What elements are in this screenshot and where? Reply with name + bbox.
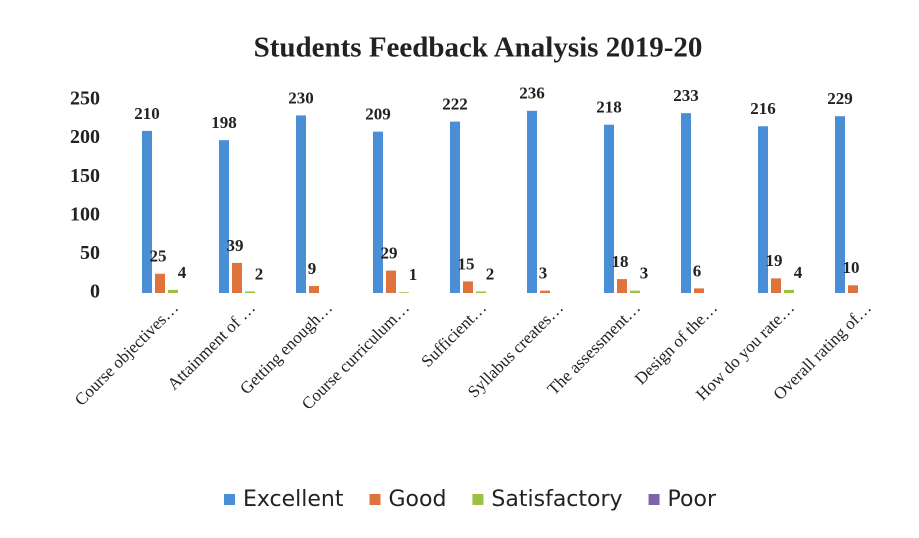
bar — [168, 289, 178, 293]
legend-label: Excellent — [243, 487, 344, 512]
data-label: 210 — [134, 104, 160, 123]
bar — [617, 279, 627, 293]
bar — [784, 289, 794, 293]
data-label: 15 — [458, 254, 475, 273]
bar — [681, 113, 691, 294]
y-tick-label: 250 — [70, 88, 100, 110]
x-tick-label: Sufficient… — [417, 298, 490, 371]
data-label: 4 — [178, 263, 187, 282]
legend-swatch — [472, 494, 484, 505]
data-label: 4 — [794, 263, 803, 282]
data-label: 1 — [409, 265, 418, 284]
legend-label: Satisfactory — [491, 487, 622, 512]
bar — [476, 291, 486, 293]
bar — [386, 270, 396, 293]
bar — [232, 262, 242, 293]
data-label: 222 — [442, 95, 468, 114]
y-tick-label: 50 — [80, 242, 100, 264]
data-label: 198 — [211, 113, 237, 132]
data-label: 230 — [288, 88, 314, 107]
data-label: 3 — [640, 264, 649, 283]
bar — [771, 278, 781, 293]
y-tick-label: 0 — [90, 281, 100, 303]
y-tick-label: 100 — [70, 203, 100, 225]
bar — [219, 140, 229, 293]
x-tick-label: Course objectives… — [71, 298, 182, 409]
data-label: 233 — [673, 86, 699, 105]
data-label: 229 — [827, 89, 853, 108]
data-label: 2 — [486, 264, 495, 283]
bar — [835, 116, 845, 293]
data-label: 209 — [365, 105, 391, 124]
bar — [463, 281, 473, 293]
data-label: 10 — [843, 258, 860, 277]
legend-label: Poor — [668, 487, 717, 512]
y-tick-label: 150 — [70, 165, 100, 187]
bar — [758, 126, 768, 293]
data-label: 39 — [227, 236, 244, 255]
data-label: 3 — [539, 264, 548, 283]
chart-title: Students Feedback Analysis 2019-20 — [254, 32, 703, 64]
bar — [309, 286, 319, 293]
data-label: 218 — [596, 98, 622, 117]
bar — [527, 110, 537, 293]
data-label: 236 — [519, 84, 545, 103]
bar — [630, 290, 640, 293]
bar — [245, 291, 255, 293]
data-label: 216 — [750, 99, 776, 118]
bar — [155, 273, 165, 293]
bar — [399, 292, 409, 293]
data-label: 18 — [612, 252, 629, 271]
legend-swatch — [369, 494, 381, 505]
data-label: 25 — [150, 247, 167, 266]
legend-label: Good — [388, 487, 446, 512]
data-label: 6 — [693, 261, 702, 280]
bar — [848, 285, 858, 293]
legend-swatch — [223, 494, 235, 505]
bar — [296, 115, 306, 293]
y-tick-label: 200 — [70, 126, 100, 148]
data-label: 29 — [381, 244, 398, 263]
bar — [604, 124, 614, 293]
legend-swatch — [648, 494, 660, 505]
bar — [540, 290, 550, 293]
data-label: 9 — [308, 259, 317, 278]
bar — [373, 131, 383, 293]
bar — [450, 121, 460, 293]
data-label: 2 — [255, 264, 264, 283]
data-label: 19 — [766, 251, 783, 270]
bar — [142, 130, 152, 293]
bar — [694, 288, 704, 293]
